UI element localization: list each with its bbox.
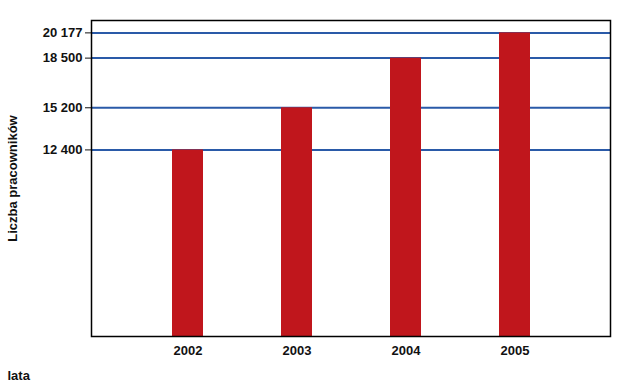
svg-text:15 200: 15 200 <box>43 100 83 115</box>
svg-text:18 500: 18 500 <box>43 50 83 65</box>
svg-text:12 400: 12 400 <box>43 142 83 157</box>
svg-text:2003: 2003 <box>283 343 312 358</box>
svg-text:lata: lata <box>8 368 31 383</box>
svg-text:2004: 2004 <box>392 343 422 358</box>
svg-text:2002: 2002 <box>174 343 203 358</box>
svg-text:2005: 2005 <box>501 343 530 358</box>
svg-text:Liczba pracowników: Liczba pracowników <box>5 114 20 241</box>
svg-text:20 177: 20 177 <box>43 25 83 40</box>
